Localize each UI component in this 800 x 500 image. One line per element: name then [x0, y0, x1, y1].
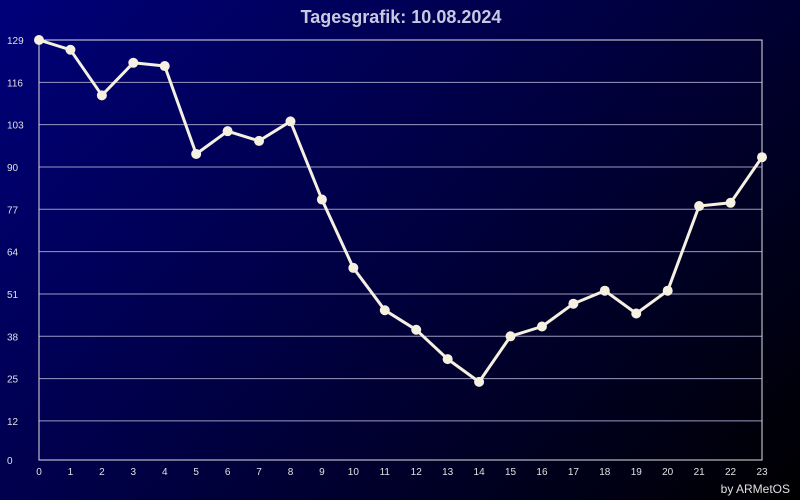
x-tick-label-7: 7 — [256, 467, 262, 478]
x-tick-label-23: 23 — [756, 467, 768, 478]
x-tick-label-3: 3 — [131, 467, 137, 478]
y-tick-label-12: 12 — [7, 417, 19, 428]
x-tick-label-12: 12 — [411, 467, 423, 478]
x-tick-label-22: 22 — [725, 467, 737, 478]
data-point-4 — [159, 61, 170, 72]
y-tick-label-25: 25 — [7, 375, 19, 386]
x-tick-label-0: 0 — [36, 467, 42, 478]
y-tick-label-116: 116 — [7, 78, 23, 89]
data-point-12 — [411, 324, 422, 335]
y-tick-label-51: 51 — [7, 290, 19, 301]
data-point-19 — [631, 308, 642, 319]
data-point-0 — [34, 35, 44, 45]
data-point-1 — [65, 44, 76, 55]
data-point-6 — [222, 126, 233, 137]
data-point-17 — [568, 298, 579, 309]
data-point-18 — [599, 285, 610, 296]
data-point-15 — [505, 331, 516, 342]
x-tick-label-18: 18 — [599, 467, 611, 478]
x-tick-label-8: 8 — [288, 467, 294, 478]
y-axis-ticks: 0 12 25 38 51 64 77 90 103 116 129 — [7, 36, 24, 467]
grid-lines — [39, 81, 762, 422]
x-tick-label-20: 20 — [662, 467, 674, 478]
y-tick-label-0: 0 — [7, 456, 13, 467]
x-tick-label-9: 9 — [319, 467, 325, 478]
x-tick-label-14: 14 — [474, 467, 486, 478]
y-tick-label-103: 103 — [7, 121, 24, 132]
x-tick-label-13: 13 — [442, 467, 454, 478]
x-axis-ticks: 0 1 2 3 4 5 6 7 8 9 10 11 12 13 14 15 16 17 18 19 20 21 22 23 — [36, 467, 768, 478]
series-line — [38, 38, 764, 384]
data-point-8 — [285, 116, 296, 127]
y-tick-label-77: 77 — [7, 205, 19, 216]
x-tick-label-6: 6 — [225, 467, 231, 478]
data-point-20 — [662, 285, 673, 296]
data-point-21 — [694, 201, 705, 212]
series-layer — [34, 35, 767, 387]
data-point-2 — [96, 90, 107, 101]
x-tick-label-10: 10 — [348, 467, 360, 478]
y-tick-label-129: 129 — [7, 36, 24, 47]
x-tick-label-2: 2 — [99, 467, 105, 478]
x-tick-label-21: 21 — [694, 467, 706, 478]
x-tick-label-16: 16 — [536, 467, 548, 478]
y-tick-label-38: 38 — [7, 332, 19, 343]
data-point-5 — [191, 148, 202, 159]
x-tick-label-17: 17 — [568, 467, 580, 478]
chart-title: Tagesgrafik: 10.08.2024 — [301, 7, 502, 27]
data-point-14 — [474, 376, 485, 387]
data-point-11 — [379, 305, 390, 316]
x-tick-label-19: 19 — [631, 467, 643, 478]
x-tick-label-5: 5 — [193, 467, 199, 478]
data-point-22 — [725, 197, 736, 208]
plot-frame — [38, 39, 763, 461]
x-tick-label-1: 1 — [68, 467, 74, 478]
data-point-23 — [757, 152, 767, 163]
data-point-13 — [442, 354, 453, 365]
credit-label: by ARMetOS — [721, 482, 790, 496]
data-point-16 — [536, 321, 547, 332]
y-tick-label-90: 90 — [7, 163, 19, 174]
x-tick-label-4: 4 — [162, 467, 168, 478]
data-point-10 — [348, 262, 359, 273]
y-tick-label-64: 64 — [7, 248, 19, 259]
data-point-9 — [316, 194, 327, 205]
x-tick-label-15: 15 — [505, 467, 517, 478]
data-point-3 — [128, 57, 139, 68]
x-tick-label-11: 11 — [380, 467, 391, 478]
data-point-7 — [254, 135, 265, 146]
